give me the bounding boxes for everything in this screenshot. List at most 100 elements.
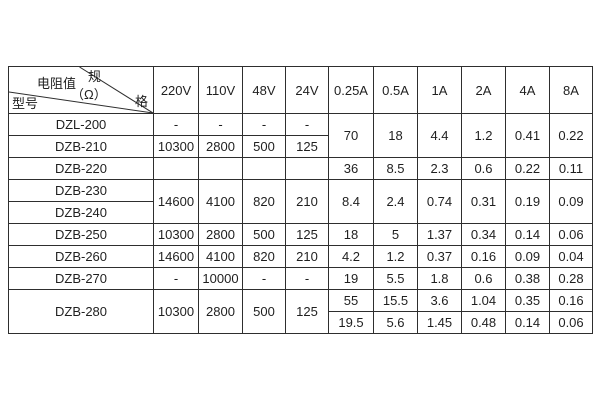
value-cell-merged: 14600 xyxy=(153,179,199,224)
corner-header-cell: 规 格 电阻值 （Ω） 型号 xyxy=(8,66,154,114)
model-cell: DZL-200 xyxy=(8,113,154,136)
value-cell: 55 xyxy=(328,289,374,312)
value-cell-merged: 8.4 xyxy=(328,179,374,224)
table-row-dzb220: DZB-220 36 8.5 2.3 0.6 0.22 0.11 xyxy=(8,157,593,180)
value-cell: 5 xyxy=(373,223,418,246)
value-cell: 3.6 xyxy=(417,289,462,312)
value-cell: - xyxy=(153,113,199,136)
value-cell: 0.11 xyxy=(549,157,593,180)
diagonal-lines xyxy=(9,67,153,113)
value-cell: 2800 xyxy=(198,135,243,158)
value-cell: 0.16 xyxy=(461,245,506,268)
value-cell-merged: 2800 xyxy=(198,289,243,334)
value-cell: 0.28 xyxy=(549,267,593,290)
value-cell-merged: 1.2 xyxy=(461,113,506,158)
value-cell: 10300 xyxy=(153,135,199,158)
value-cell: 19.5 xyxy=(328,311,374,334)
value-cell-merged: 4100 xyxy=(198,179,243,224)
value-cell: - xyxy=(285,113,329,136)
table-row-dzl200: DZL-200 - - - - 70 18 4.4 1.2 0.41 0.22 xyxy=(8,113,593,158)
model-cell: DZB-260 xyxy=(8,245,154,268)
value-cell: 0.37 xyxy=(417,245,462,268)
value-cell-merged: 125 xyxy=(285,289,329,334)
model-cell: DZB-240 xyxy=(8,201,154,224)
column-header-220v: 220V xyxy=(153,66,199,114)
value-cell-merged: 210 xyxy=(285,179,329,224)
value-cell xyxy=(153,157,199,180)
column-header-110v: 110V xyxy=(198,66,243,114)
value-cell-merged: 70 xyxy=(328,113,374,158)
value-cell: 8.5 xyxy=(373,157,418,180)
corner-label-spec-top: 规 xyxy=(87,69,101,84)
value-cell: 0.09 xyxy=(505,245,550,268)
model-cell: DZB-210 xyxy=(8,135,154,158)
corner-label-unit: （Ω） xyxy=(71,87,107,102)
value-cell: 18 xyxy=(328,223,374,246)
column-header-2a: 2A xyxy=(461,66,506,114)
value-cell: 10300 xyxy=(153,223,199,246)
corner-label-model: 型号 xyxy=(12,96,39,111)
model-cell: DZB-270 xyxy=(8,267,154,290)
model-cell: DZB-220 xyxy=(8,157,154,180)
value-cell: 10000 xyxy=(198,267,243,290)
value-cell: 0.04 xyxy=(549,245,593,268)
value-cell: 0.14 xyxy=(505,223,550,246)
value-cell-merged: 0.74 xyxy=(417,179,462,224)
value-cell: - xyxy=(285,267,329,290)
value-cell: 4100 xyxy=(198,245,243,268)
header-row: 规 格 电阻值 （Ω） 型号 220V 110V 48V 24V 0.25A 0… xyxy=(8,66,593,114)
value-cell: 500 xyxy=(242,223,286,246)
value-cell: 125 xyxy=(285,223,329,246)
value-cell: 2800 xyxy=(198,223,243,246)
corner-wrap: 规 格 电阻值 （Ω） 型号 xyxy=(9,67,153,113)
value-cell: 210 xyxy=(285,245,329,268)
table-row-dzb250: DZB-250 10300 2800 500 125 18 5 1.37 0.3… xyxy=(8,223,593,246)
model-cell: DZB-280 xyxy=(8,289,154,334)
value-cell: 2.3 xyxy=(417,157,462,180)
value-cell: - xyxy=(153,267,199,290)
value-cell: 4.2 xyxy=(328,245,374,268)
value-cell: 1.45 xyxy=(417,311,462,334)
column-header-1a: 1A xyxy=(417,66,462,114)
value-cell: 0.34 xyxy=(461,223,506,246)
value-cell-merged: 0.19 xyxy=(505,179,550,224)
value-cell-merged: 2.4 xyxy=(373,179,418,224)
table-row-dzb230: DZB-230 14600 4100 820 210 8.4 2.4 0.74 … xyxy=(8,179,593,224)
value-cell: 19 xyxy=(328,267,374,290)
value-cell: 0.6 xyxy=(461,157,506,180)
value-cell-merged: 820 xyxy=(242,179,286,224)
value-cell: - xyxy=(198,113,243,136)
value-cell xyxy=(242,157,286,180)
value-cell: 15.5 xyxy=(373,289,418,312)
value-cell: 1.37 xyxy=(417,223,462,246)
column-header-4a: 4A xyxy=(505,66,550,114)
table-row-dzb260: DZB-260 14600 4100 820 210 4.2 1.2 0.37 … xyxy=(8,245,593,268)
value-cell-merged: 0.41 xyxy=(505,113,550,158)
value-cell: 500 xyxy=(242,135,286,158)
value-cell-merged: 10300 xyxy=(153,289,199,334)
value-cell: 1.04 xyxy=(461,289,506,312)
value-cell: 820 xyxy=(242,245,286,268)
value-cell: 0.06 xyxy=(549,223,593,246)
value-cell: 36 xyxy=(328,157,374,180)
value-cell: 0.16 xyxy=(549,289,593,312)
table-row-dzb270: DZB-270 - 10000 - - 19 5.5 1.8 0.6 0.38 … xyxy=(8,267,593,290)
value-cell-merged: 500 xyxy=(242,289,286,334)
corner-label-resistance: 电阻值 xyxy=(37,76,77,91)
resistance-spec-table: 规 格 电阻值 （Ω） 型号 220V 110V 48V 24V 0.25A 0… xyxy=(8,66,593,334)
table-row-dzb240: DZB-240 xyxy=(8,201,593,224)
value-cell: 5.6 xyxy=(373,311,418,334)
value-cell: 0.48 xyxy=(461,311,506,334)
value-cell: 0.06 xyxy=(549,311,593,334)
value-cell-merged: 18 xyxy=(373,113,418,158)
value-cell-merged: 0.09 xyxy=(549,179,593,224)
value-cell-merged: 0.31 xyxy=(461,179,506,224)
value-cell: - xyxy=(242,267,286,290)
model-cell: DZB-250 xyxy=(8,223,154,246)
column-header-025a: 0.25A xyxy=(328,66,374,114)
value-cell: 0.35 xyxy=(505,289,550,312)
column-header-8a: 8A xyxy=(549,66,593,114)
value-cell-merged: 0.22 xyxy=(549,113,593,158)
value-cell: 14600 xyxy=(153,245,199,268)
